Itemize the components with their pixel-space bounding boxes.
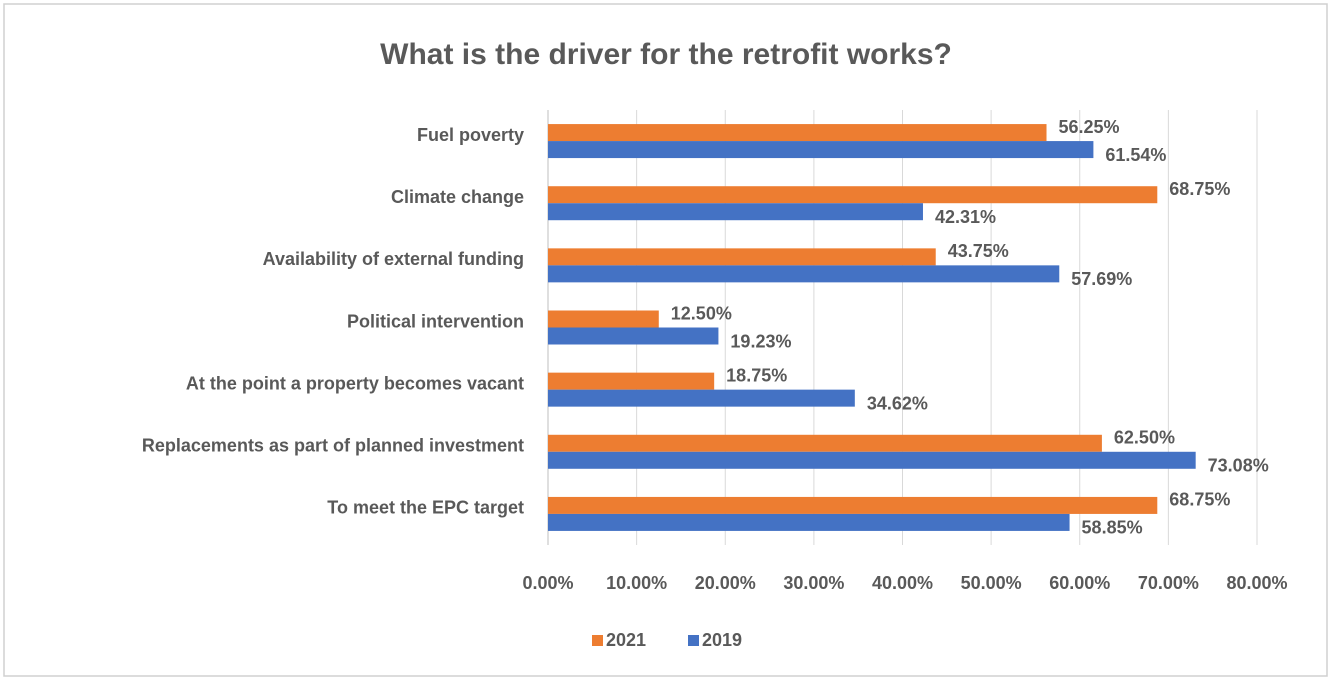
bar	[548, 310, 659, 328]
bar	[548, 265, 1060, 283]
bar	[548, 186, 1158, 204]
bar	[548, 513, 1070, 531]
data-label: 62.50%	[1114, 428, 1175, 448]
data-label: 57.69%	[1071, 269, 1132, 289]
data-label: 18.75%	[726, 365, 787, 385]
bar	[548, 451, 1196, 469]
y-tick-label: Fuel poverty	[417, 125, 524, 145]
x-tick-label: 50.00%	[961, 573, 1022, 593]
x-tick-label: 60.00%	[1049, 573, 1110, 593]
x-tick-label: 30.00%	[783, 573, 844, 593]
data-label: 42.31%	[935, 207, 996, 227]
legend-swatch	[592, 635, 603, 646]
data-label: 68.75%	[1169, 179, 1230, 199]
x-tick-label: 70.00%	[1138, 573, 1199, 593]
y-tick-label: To meet the EPC target	[327, 498, 524, 518]
y-tick-label: Climate change	[391, 187, 524, 207]
legend-swatch	[688, 635, 699, 646]
bar	[548, 124, 1047, 142]
data-label: 12.50%	[671, 303, 732, 323]
data-label: 34.62%	[867, 393, 928, 413]
x-tick-label: 0.00%	[522, 573, 573, 593]
legend-label: 2021	[606, 630, 646, 650]
x-tick-label: 40.00%	[872, 573, 933, 593]
bar	[548, 203, 923, 221]
y-tick-label: Availability of external funding	[263, 249, 524, 269]
y-tick-label: Political intervention	[347, 311, 524, 331]
data-label: 58.85%	[1082, 518, 1143, 538]
data-label: 68.75%	[1169, 490, 1230, 510]
data-label: 61.54%	[1105, 145, 1166, 165]
data-label: 19.23%	[730, 331, 791, 351]
bar	[548, 248, 936, 266]
bar	[548, 141, 1094, 159]
chart-title: What is the driver for the retrofit work…	[380, 38, 952, 71]
bar	[548, 434, 1102, 452]
x-tick-label: 10.00%	[606, 573, 667, 593]
bar	[548, 327, 719, 345]
data-label: 43.75%	[948, 241, 1009, 261]
data-label: 73.08%	[1208, 456, 1269, 476]
bar	[548, 389, 855, 407]
y-tick-label: At the point a property becomes vacant	[186, 373, 524, 393]
bar	[548, 372, 715, 390]
legend-label: 2019	[702, 630, 742, 650]
data-label: 56.25%	[1059, 117, 1120, 137]
x-tick-label: 80.00%	[1226, 573, 1287, 593]
x-tick-label: 20.00%	[695, 573, 756, 593]
y-tick-label: Replacements as part of planned investme…	[142, 436, 524, 456]
bar	[548, 496, 1158, 514]
